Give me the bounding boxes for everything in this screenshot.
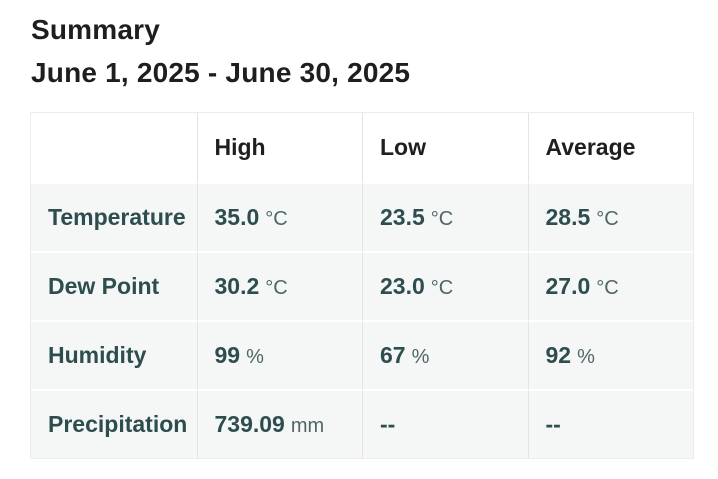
- row-label-temperature: Temperature: [31, 182, 197, 251]
- cell-value: 23.0: [380, 273, 425, 299]
- cell-temperature-high: 35.0 °C: [196, 182, 362, 251]
- cell-value: 99: [214, 342, 241, 368]
- date-range: June 1, 2025 - June 30, 2025: [31, 57, 411, 88]
- cell-dew-point-high: 30.2 °C: [196, 251, 362, 320]
- table-header-row: High Low Average: [31, 113, 693, 182]
- cell-dew-point-low: 23.0 °C: [362, 251, 528, 320]
- cell-precipitation-high: 739.09 mm: [196, 389, 362, 458]
- cell-value: 35.0: [214, 204, 260, 230]
- cell-temperature-average: 28.5 °C: [527, 182, 693, 251]
- column-header-high: High: [196, 113, 362, 182]
- cell-humidity-high: 99%: [196, 320, 362, 389]
- cell-value: 28.5: [545, 204, 591, 230]
- cell-unit: °C: [265, 277, 288, 299]
- row-label-precipitation: Precipitation: [31, 389, 197, 458]
- cell-value: --: [380, 411, 396, 437]
- cell-unit: °C: [596, 277, 619, 299]
- column-header-average: Average: [527, 113, 693, 182]
- cell-unit: °C: [265, 208, 288, 230]
- cell-humidity-average: 92%: [527, 320, 693, 389]
- page-title: Summary: [31, 14, 161, 45]
- cell-temperature-low: 23.5 °C: [362, 182, 528, 251]
- cell-value: 27.0: [545, 273, 591, 299]
- cell-value: --: [545, 411, 561, 437]
- cell-unit: °C: [430, 208, 454, 230]
- row-label-humidity: Humidity: [31, 320, 197, 389]
- row-label-dew-point: Dew Point: [31, 251, 197, 320]
- cell-value: 67: [380, 342, 406, 368]
- cell-unit: %: [246, 346, 264, 368]
- cell-unit: mm: [290, 415, 325, 437]
- cell-unit: %: [411, 346, 430, 368]
- table-row-dew-point: Dew Point 30.2 °C 23.0 °C 27.0 °C: [31, 251, 693, 320]
- cell-precipitation-low: --: [362, 389, 528, 458]
- cell-humidity-low: 67%: [362, 320, 528, 389]
- table-row-precipitation: Precipitation 739.09 mm -- --: [31, 389, 693, 458]
- cell-precipitation-average: --: [527, 389, 693, 458]
- cell-value: 92: [545, 342, 572, 368]
- summary-table: High Low Average Temperature 35.0 °C 23.5…: [30, 112, 694, 459]
- column-header-blank: [31, 113, 197, 182]
- cell-unit: %: [577, 346, 595, 368]
- cell-value: 739.09: [214, 411, 285, 437]
- table-row-humidity: Humidity 99% 67% 92%: [31, 320, 693, 389]
- table-row-temperature: Temperature 35.0 °C 23.5 °C 28.5 °C: [31, 182, 693, 251]
- cell-dew-point-average: 27.0 °C: [527, 251, 693, 320]
- cell-value: 30.2: [214, 273, 260, 299]
- cell-unit: °C: [430, 277, 454, 299]
- column-header-low: Low: [362, 113, 528, 182]
- cell-unit: °C: [596, 208, 619, 230]
- cell-value: 23.5: [380, 204, 425, 230]
